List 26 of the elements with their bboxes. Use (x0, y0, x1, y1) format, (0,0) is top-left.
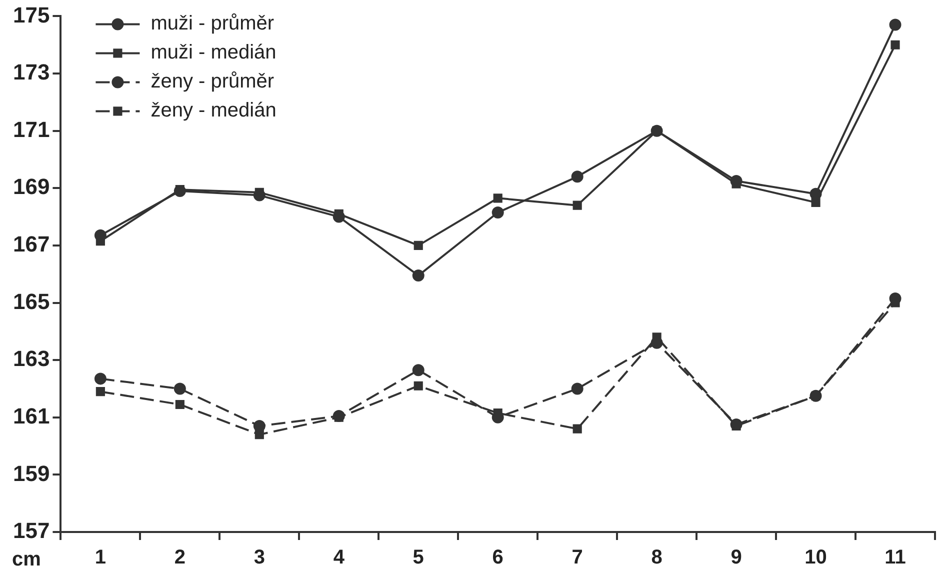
y-tick-label: 165 (12, 288, 50, 314)
y-tick-label: 169 (12, 174, 50, 200)
legend-label: ženy - průměr (150, 70, 274, 93)
y-axis-title: cm (12, 548, 41, 571)
y-tick-label: 173 (12, 60, 50, 85)
legend-label: ženy - medián (150, 100, 276, 122)
x-tick-label: 4 (333, 546, 346, 569)
y-tick-label: 163 (12, 346, 50, 372)
y-tick-label: 159 (12, 460, 50, 486)
x-tick-label: 10 (804, 546, 827, 569)
x-tick-label: 11 (884, 546, 906, 569)
y-tick-label: 171 (12, 116, 50, 142)
x-tick-label: 9 (730, 546, 742, 569)
legend-label: muži - průměr (150, 12, 274, 35)
x-tick-label: 1 (94, 546, 106, 569)
x-tick-label: 2 (174, 546, 186, 569)
x-tick-label: 7 (572, 546, 583, 569)
x-tick-label: 6 (492, 546, 504, 569)
y-tick-label: 167 (12, 232, 50, 257)
y-tick-label: 175 (12, 2, 50, 28)
y-tick-label: 157 (12, 518, 50, 544)
x-tick-label: 8 (651, 546, 662, 569)
x-tick-label: 3 (254, 546, 265, 569)
x-tick-label: 5 (412, 546, 424, 569)
legend-label: muži - medián (150, 42, 276, 64)
y-tick-label: 161 (12, 403, 50, 428)
